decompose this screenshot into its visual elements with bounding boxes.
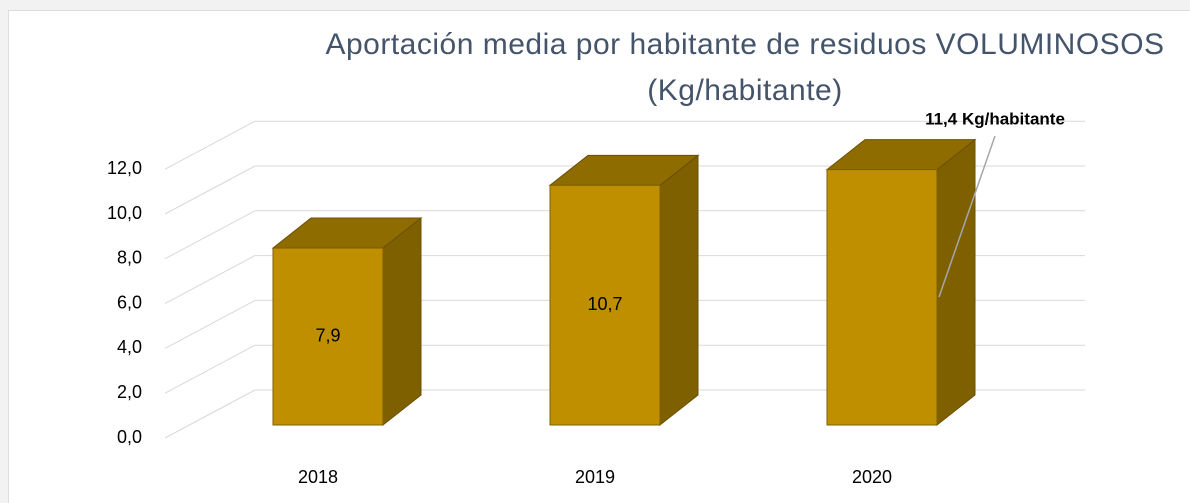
x-tick-label: 2020: [852, 467, 892, 487]
y-tick-label: 0,0: [117, 427, 142, 447]
y-tick-label: 4,0: [117, 337, 142, 357]
value-label: 7,9: [315, 325, 340, 345]
y-tick-label: 10,0: [107, 203, 142, 223]
grid-line: [164, 299, 256, 349]
grid-line: [164, 255, 256, 305]
x-tick-label: 2018: [298, 467, 338, 487]
leader-line: [938, 135, 996, 298]
y-tick-label: 2,0: [117, 382, 142, 402]
bar-side: [936, 138, 976, 427]
y-tick-label: 12,0: [107, 158, 142, 178]
y-tick-label: 6,0: [117, 292, 142, 312]
y-tick-label: 8,0: [117, 248, 142, 268]
bar-side: [382, 217, 422, 427]
grid-line: [164, 120, 256, 170]
grid-line: [164, 389, 256, 439]
grid-line: [164, 165, 256, 215]
annotation: 11,4 Kg/habitante: [925, 109, 1065, 128]
value-label: 10,7: [587, 294, 622, 314]
bar: [826, 169, 938, 426]
bar-side: [659, 154, 699, 427]
bar: [272, 247, 384, 426]
x-tick-label: 2019: [575, 467, 615, 487]
chart-title: Aportación media por habitante de residu…: [325, 28, 1165, 107]
grid-line: [164, 344, 256, 394]
bar: [549, 184, 661, 426]
grid-line: [164, 210, 256, 260]
